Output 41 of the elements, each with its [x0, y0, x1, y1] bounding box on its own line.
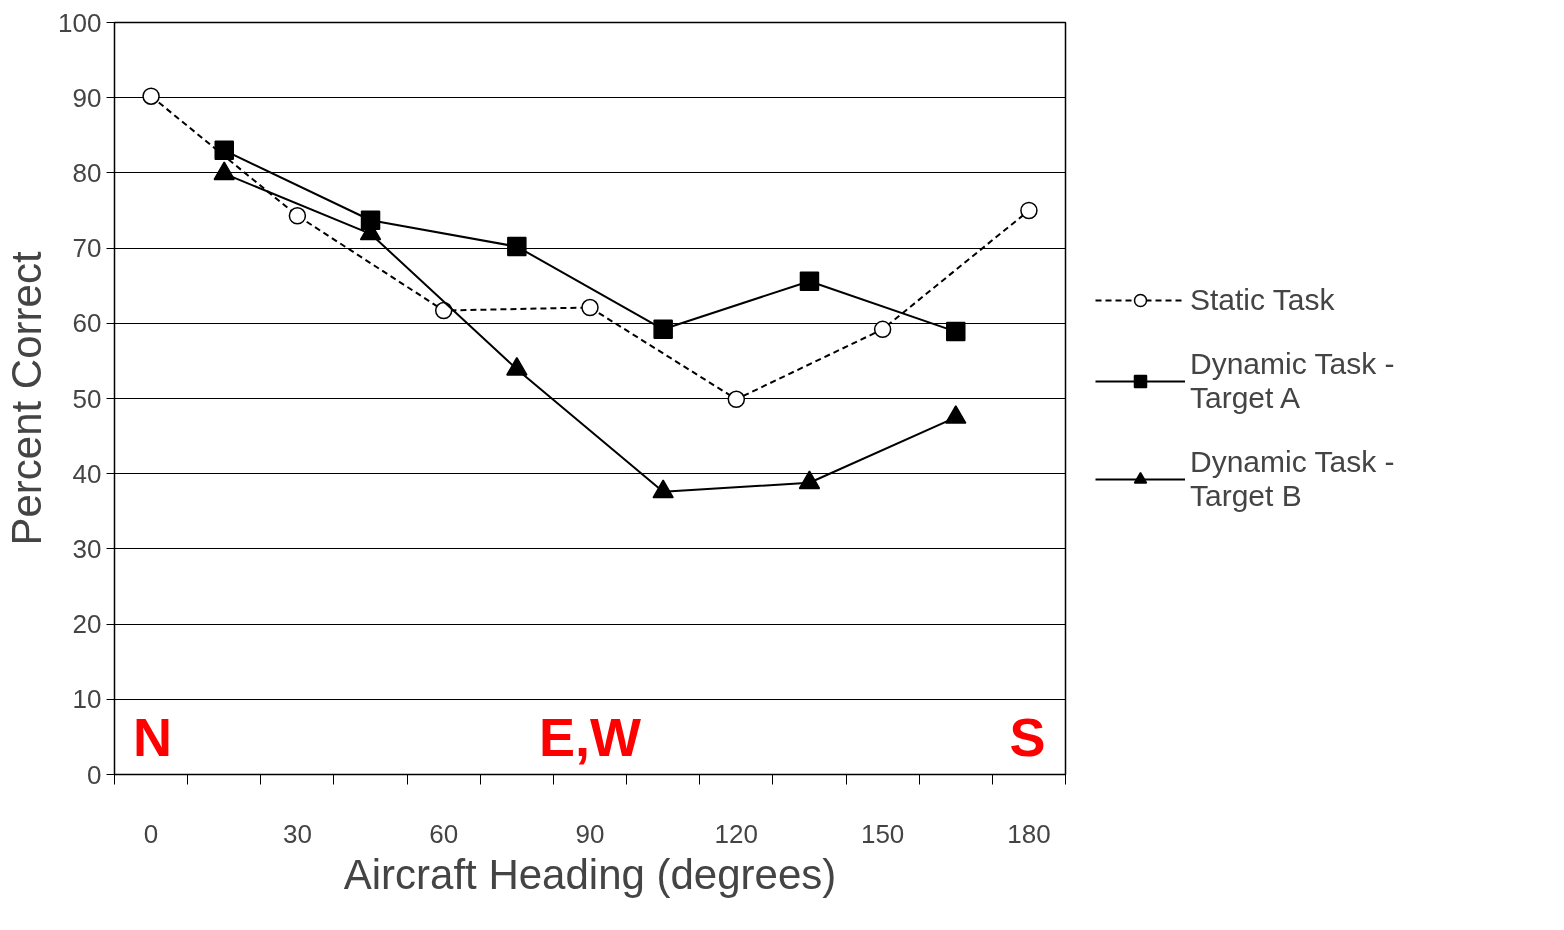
point — [288, 207, 307, 225]
point — [727, 390, 746, 408]
x-tick-label: 60 — [429, 818, 459, 849]
y-tick-label: 0 — [87, 759, 102, 790]
point — [142, 87, 160, 105]
x-tick-label: 120 — [714, 818, 759, 849]
point — [799, 271, 820, 291]
point — [1020, 201, 1038, 220]
y-tick-label: 30 — [72, 533, 102, 564]
annotation: N — [133, 706, 173, 767]
x-tick-label: 0 — [143, 818, 159, 849]
legend-label: Dynamic Task - Target A — [1190, 347, 1395, 415]
point — [946, 321, 966, 342]
y-tick-label: 80 — [72, 157, 102, 188]
point — [945, 405, 967, 424]
y-tick-label: 40 — [72, 458, 102, 489]
y-axis-title: Percent Correct — [3, 251, 51, 546]
x-tick-label: 30 — [282, 818, 312, 849]
point — [581, 298, 599, 317]
annotation: S — [1009, 706, 1046, 767]
y-tick-label: 60 — [72, 308, 102, 339]
point — [798, 470, 821, 490]
y-tick-label: 70 — [72, 233, 102, 264]
x-axis-title: Aircraft Heading (degrees) — [343, 850, 837, 898]
y-tick-label: 20 — [72, 609, 102, 640]
point — [652, 479, 674, 499]
x-tick-label: 150 — [860, 818, 905, 849]
point — [434, 301, 453, 320]
annotation: E,W — [539, 706, 642, 767]
point — [214, 140, 234, 161]
legend-label: Static Task — [1190, 283, 1335, 317]
x-tick-label: 90 — [575, 818, 605, 849]
x-tick-label: 180 — [1007, 818, 1051, 849]
y-tick-label: 100 — [58, 7, 102, 38]
point — [873, 320, 892, 339]
point — [507, 236, 527, 257]
y-tick-label: 10 — [72, 684, 102, 715]
point — [653, 319, 673, 340]
legend-label: Dynamic Task - Target B — [1190, 445, 1395, 513]
y-tick-label: 90 — [72, 82, 102, 113]
y-tick-label: 50 — [72, 383, 102, 414]
